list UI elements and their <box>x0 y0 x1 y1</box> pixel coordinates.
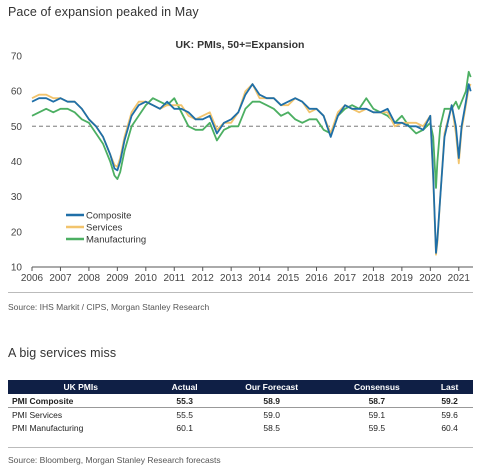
x-tick-label: 2008 <box>78 273 101 284</box>
cell-actual: 55.5 <box>176 409 193 420</box>
x-tick-label: 2011 <box>164 273 186 284</box>
cell-forecast: 58.9 <box>215 394 328 408</box>
x-tick-label: 2019 <box>391 273 414 284</box>
pmi-line-chart: UK: PMIs, 50+=Expansion 10 20 30 40 50 60 70 2… <box>11 39 473 284</box>
legend-label-services: Services <box>86 223 123 234</box>
table-source: Source: Bloomberg, Morgan Stanley Resear… <box>8 455 221 465</box>
row-label: PMI Services <box>12 409 63 420</box>
x-tick-label: 2018 <box>362 273 385 284</box>
cell-forecast: 59.0 <box>263 409 280 420</box>
x-tick-label: 2007 <box>49 273 72 284</box>
x-tick-label: 2010 <box>135 273 158 284</box>
cell-consensus: 59.1 <box>368 409 386 420</box>
table-row: PMI Composite 55.3 58.9 58.7 59.2 <box>8 394 473 408</box>
x-tick-label: 2009 <box>106 273 129 284</box>
legend-label-composite: Composite <box>86 211 131 222</box>
x-tick-label: 2017 <box>334 273 357 284</box>
cell-forecast: 58.5 <box>263 422 280 433</box>
x-tick-label: 2014 <box>248 273 271 284</box>
x-tick-label: 2006 <box>21 273 44 284</box>
header-last: Last <box>426 380 473 394</box>
y-tick-label: 20 <box>11 227 23 238</box>
cell-actual: 60.1 <box>176 422 193 433</box>
y-tick-label: 10 <box>11 263 23 274</box>
legend-label-manufacturing: Manufacturing <box>86 235 146 246</box>
table-header-row: UK PMIs Actual Our Forecast Consensus La… <box>8 380 473 394</box>
chart-title: UK: PMIs, 50+=Expansion <box>176 39 305 51</box>
x-tick-label: 2020 <box>419 273 442 284</box>
header-consensus: Consensus <box>327 380 427 394</box>
cell-actual: 55.3 <box>153 394 216 408</box>
y-tick-label: 60 <box>11 87 23 98</box>
y-tick-label: 40 <box>11 157 23 168</box>
chart-source: Source: IHS Markit / CIPS, Morgan Stanle… <box>8 302 210 312</box>
header-actual: Actual <box>153 380 216 394</box>
table-heading: A big services miss <box>8 346 117 360</box>
cell-consensus: 59.5 <box>368 422 386 433</box>
divider <box>8 447 473 448</box>
series-line-composite <box>31 83 472 254</box>
chart-heading: Pace of expansion peaked in May <box>8 5 199 19</box>
x-tick-label: 2016 <box>305 273 328 284</box>
header-uk-pmis: UK PMIs <box>8 380 154 394</box>
y-tick-label: 30 <box>11 192 23 203</box>
row-label: PMI Composite <box>8 394 154 408</box>
cell-last: 59.2 <box>426 394 473 408</box>
cell-last: 59.6 <box>441 409 458 420</box>
cell-consensus: 58.7 <box>327 394 427 408</box>
series-layer <box>31 70 473 256</box>
y-axis: 10 20 30 40 50 60 70 <box>11 52 23 274</box>
x-tick-label: 2021 <box>448 273 471 284</box>
x-axis: 2006 2007 2008 2009 2010 2011 2012 2013 2014 2015… <box>21 266 473 284</box>
cell-last: 60.4 <box>441 422 458 433</box>
table-row: PMI Manufacturing 60.1 58.5 59.5 60.4 <box>8 421 473 434</box>
x-tick-label: 2015 <box>277 273 300 284</box>
x-tick-label: 2013 <box>220 273 243 284</box>
pmi-table: UK PMIs Actual Our Forecast Consensus La… <box>8 380 473 434</box>
header-our-forecast: Our Forecast <box>215 380 328 394</box>
table-row: PMI Services 55.5 59.0 59.1 59.6 <box>8 408 473 422</box>
divider <box>8 292 473 293</box>
row-label: PMI Manufacturing <box>12 422 84 433</box>
x-tick-label: 2012 <box>192 273 215 284</box>
y-tick-label: 50 <box>11 122 23 133</box>
y-tick-label: 70 <box>11 52 23 63</box>
